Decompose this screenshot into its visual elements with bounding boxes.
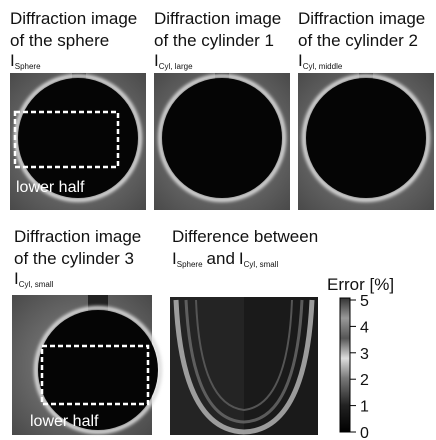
symbol: ICyl, small [14,269,54,289]
tick-label: 1 [360,399,369,416]
tick-label: 2 [360,372,369,389]
panel-title: Diffraction image [154,9,281,28]
annotation: lower half [30,413,99,430]
subscript: Sphere [15,62,41,71]
panel: Diffraction image of the cylinder 1 ICyl… [154,9,290,210]
shadow [162,78,282,198]
colorbar-label: Error [%] [327,275,394,294]
panel-title: Diffraction image [14,227,141,246]
subscript: Cyl, small [244,260,279,269]
panel-title: Diffraction image [298,9,425,28]
symbol: ISphere [10,51,41,71]
symbol: ICyl, middle [298,51,343,71]
panel-title: Diffraction image [10,9,137,28]
shadow [306,78,426,198]
tick-label: 0 [360,425,369,440]
page: {"panels": [ {"title": ["Diffraction ima… [0,0,436,440]
figure: Diffraction image of the sphere ISphere … [0,0,436,440]
panel-title: Difference between [172,227,318,246]
panel: Diffraction image of the cylinder 2 ICyl… [298,9,434,210]
shadow [38,310,158,430]
tick-label: 3 [360,346,369,363]
tick-label: 5 [360,293,369,310]
panel: Diffraction image of the sphere ISphere … [10,9,146,210]
subscript: Sphere [177,260,203,269]
tick-label: 4 [360,319,369,336]
panel-title: of the cylinder 1 [154,31,274,50]
subscript: Cyl, middle [303,62,343,71]
panel-title: of the cylinder 3 [14,249,134,268]
colorbar-scale [340,298,350,432]
panel-title: of the sphere [10,31,109,50]
subscript: Cyl, large [159,62,193,71]
panel: Diffraction image of the cylinder 3 ICyl… [12,227,160,435]
panel-title: of the cylinder 2 [298,31,418,50]
connector: and [207,249,235,268]
subscript: Cyl, small [19,280,54,289]
symbol: ICyl, large [154,51,193,71]
annotation: lower half [16,179,85,196]
colorbar: Error [%] 0 1 2 3 4 5 [327,275,394,440]
